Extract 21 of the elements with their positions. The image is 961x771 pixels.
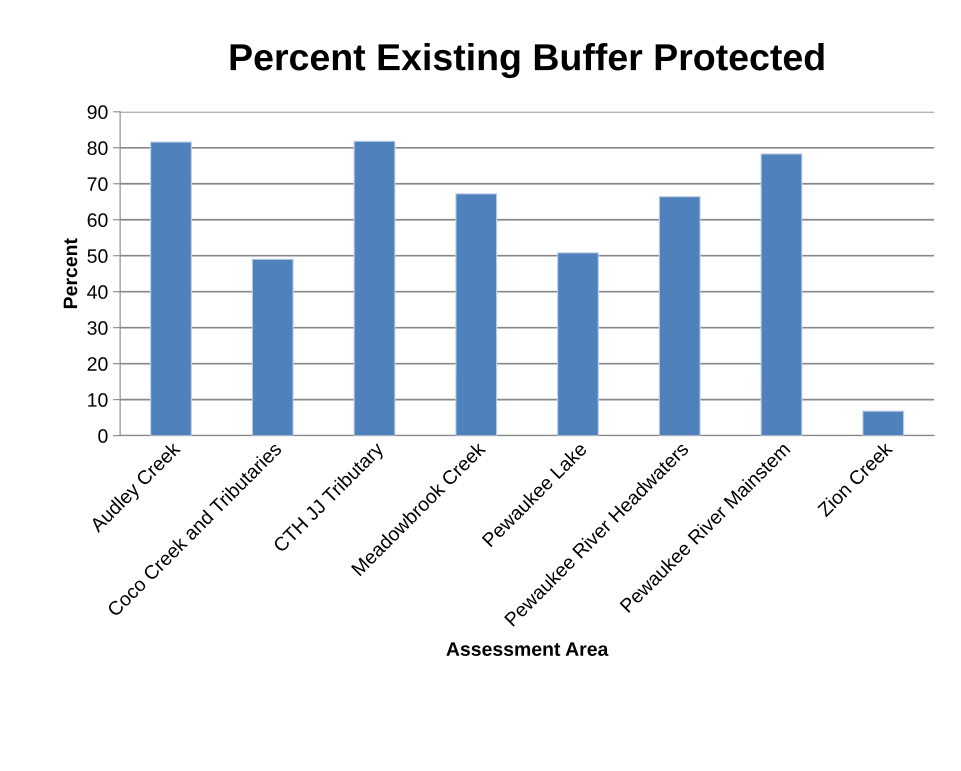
y-tick-label: 50 [87,249,108,263]
y-tick-label: 70 [88,177,108,191]
bar [862,410,904,436]
y-tick-label: 80 [88,141,108,156]
y-tick-label: 60 [88,213,108,227]
bar [760,153,802,436]
y-axis-title: Percent [64,238,78,308]
bar [455,193,498,436]
y-tick-label: 20 [88,357,108,371]
bar [150,141,192,436]
y-tick-label: 90 [88,105,108,120]
bar [354,140,396,436]
bar [658,196,701,436]
y-tick-label: 40 [87,285,108,299]
x-axis-title: Assessment Area [446,642,608,656]
y-tick-label: 10 [88,393,108,407]
y-tick-label: 0 [98,429,108,443]
y-tick-label: 30 [87,321,108,335]
bar [557,252,599,436]
bar [252,258,294,436]
chart-title: Percent Existing Buffer Protected [230,42,824,78]
